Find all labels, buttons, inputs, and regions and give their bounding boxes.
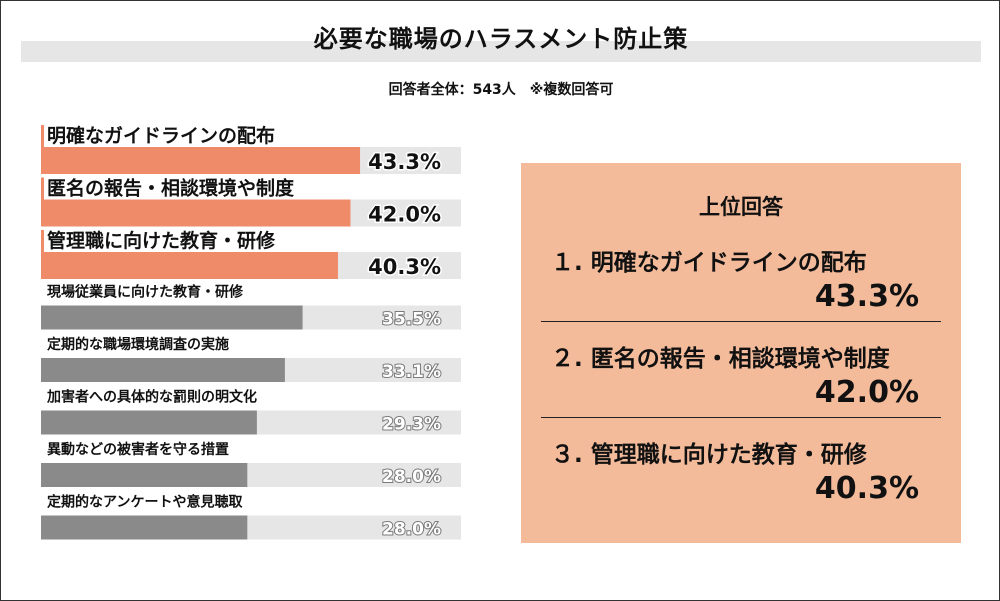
bar-value-label: 28.0% — [382, 520, 441, 540]
bar — [41, 515, 248, 540]
bar — [41, 305, 303, 330]
bar — [41, 358, 285, 382]
bar-category-label: 異動などの被害者を守る措置 — [47, 441, 229, 458]
rank-3-label: ３. 管理職に向けた教育・研修 — [551, 442, 867, 468]
bar-accent — [41, 125, 44, 147]
bar-accent — [41, 177, 44, 200]
bar-value-label: 35.5% — [382, 310, 441, 330]
bar-chart: 明確なガイドラインの配布 43.3% 匿名の報告・相談環境や制度 42.0% 管理職に向… — [41, 124, 461, 541]
rank-divider — [541, 417, 941, 418]
bar-value-label: 29.3% — [382, 415, 441, 435]
bar-value-label: 40.3% — [368, 255, 441, 279]
bar-category-label: 匿名の報告・相談環境や制度 — [47, 177, 295, 200]
bar-value-label: 42.0% — [368, 203, 441, 227]
rank-2-value: 42.0% — [814, 375, 919, 410]
bar-category-label: 定期的な職場環境調査の実施 — [47, 336, 229, 353]
bar — [41, 199, 351, 227]
bar — [41, 463, 248, 487]
bar-accent — [41, 230, 44, 252]
rank-1-value: 43.3% — [814, 279, 919, 314]
bar-value-label: 28.0% — [382, 467, 441, 487]
bar-category-label: 現場従業員に向けた教育・研修 — [47, 284, 244, 301]
bar — [41, 252, 338, 279]
top-answers-panel: 上位回答 １. 明確なガイドラインの配布 43.3% ２. 匿名の報告・相談環境… — [521, 163, 961, 543]
bar — [41, 147, 361, 174]
rank-1-label: １. 明確なガイドラインの配布 — [551, 250, 867, 276]
respondent-note: 回答者全体：543人 ※複数回答可 — [388, 82, 614, 98]
bar — [41, 410, 257, 435]
bar-category-label: 管理職に向けた教育・研修 — [47, 229, 276, 252]
top-answers-title: 上位回答 — [699, 195, 783, 219]
bar-value-label: 43.3% — [368, 150, 441, 174]
rank-2-label: ２. 匿名の報告・相談環境や制度 — [551, 346, 890, 372]
rank-divider — [541, 321, 941, 322]
bar-category-label: 明確なガイドラインの配布 — [47, 124, 275, 147]
bar-value-label: 33.1% — [382, 362, 441, 382]
rank-3-value: 40.3% — [814, 471, 919, 506]
bar-category-label: 加害者への具体的な罰則の明文化 — [46, 389, 257, 406]
chart-title: 必要な職場のハラスメント防止策 — [313, 25, 689, 53]
bar-category-label: 定期的なアンケートや意見聴取 — [47, 494, 243, 511]
title-band — [21, 41, 981, 62]
